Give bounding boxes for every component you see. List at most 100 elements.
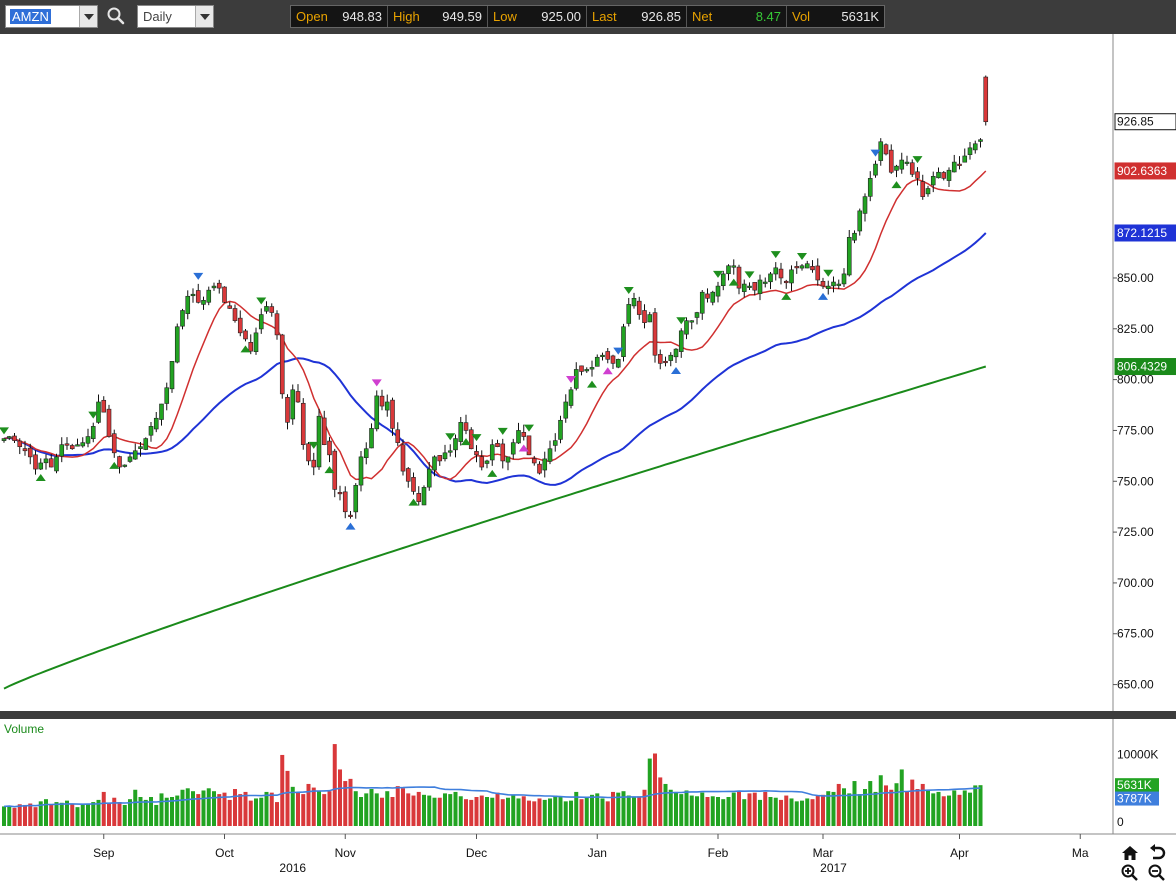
volume-bar	[138, 797, 143, 826]
home-icon[interactable]	[1120, 843, 1140, 863]
candle-body	[521, 432, 527, 437]
candle-body	[794, 266, 800, 269]
price-tick-label: 825.00	[1117, 322, 1154, 336]
candle-body	[510, 442, 516, 455]
volume-value-label-box	[1115, 791, 1159, 806]
price-value-label-box	[1114, 162, 1176, 180]
candle-body	[195, 290, 201, 303]
volume-bar	[432, 797, 437, 826]
candle-body	[159, 403, 164, 420]
candle-body	[59, 444, 65, 457]
volume-bar	[642, 789, 647, 826]
volume-bar	[511, 794, 516, 826]
candle-body	[468, 429, 474, 450]
candle-body	[516, 430, 521, 444]
candle-body	[201, 300, 206, 305]
candle-body	[138, 446, 143, 449]
signal-marker-up	[818, 292, 828, 300]
quote-net: Net 8.47	[687, 6, 787, 27]
candle-body	[348, 514, 353, 517]
candle-body	[552, 440, 558, 446]
volume-bar	[532, 801, 537, 826]
volume-bar	[621, 791, 626, 826]
month-tick-label: Sep	[93, 846, 115, 860]
candle-body	[558, 419, 563, 440]
volume-bar	[684, 790, 689, 826]
volume-bar	[857, 794, 862, 826]
candle-body	[442, 452, 448, 460]
search-icon[interactable]	[106, 6, 126, 26]
volume-bar	[65, 800, 69, 826]
candle-body	[127, 456, 133, 462]
volume-bar	[374, 793, 379, 826]
period-dropdown-button[interactable]	[195, 6, 213, 27]
candle-body	[453, 438, 458, 451]
candle-body	[936, 171, 941, 179]
candle-body	[384, 401, 390, 411]
volume-bar	[595, 793, 600, 826]
volume-bar	[201, 790, 206, 826]
volume-bar	[159, 793, 164, 826]
price-value-label-box	[1114, 358, 1176, 376]
volume-bar	[23, 804, 27, 826]
signal-marker-down	[308, 441, 319, 449]
quote-vol-value: 5631K	[841, 9, 879, 24]
candle-body	[316, 415, 322, 468]
candle-body	[90, 426, 96, 439]
volume-bar	[33, 807, 38, 826]
candle-body	[12, 435, 17, 441]
pane-divider[interactable]	[0, 711, 1176, 719]
volume-bar	[44, 799, 48, 826]
candle-body	[6, 436, 12, 439]
signal-marker-down	[713, 270, 723, 278]
volume-bar	[264, 791, 269, 826]
price-tick-label: 800.00	[1117, 373, 1154, 387]
volume-bar	[322, 794, 327, 826]
candle-body	[484, 460, 490, 464]
candle-body	[232, 308, 238, 321]
volume-bar	[868, 781, 873, 826]
volume-bar	[737, 790, 741, 826]
volume-bar	[233, 789, 237, 826]
volume-bar	[647, 758, 652, 826]
price-chart[interactable]: 650.00 675.00 700.00 725.00 750.00 775.00 800.…	[0, 34, 1176, 883]
candle-body	[841, 273, 847, 285]
volume-bar	[474, 797, 479, 826]
volume-bar	[894, 783, 899, 826]
candle-body	[542, 458, 548, 471]
candle-body	[421, 487, 427, 506]
symbol-input[interactable]: AMZN	[5, 5, 98, 28]
candle-body	[678, 330, 684, 352]
candle-body	[652, 312, 658, 356]
signal-marker-down	[445, 433, 456, 441]
undo-icon[interactable]	[1147, 843, 1167, 863]
signal-marker-down	[797, 253, 807, 261]
volume-bar	[464, 799, 468, 826]
volume-bar	[164, 797, 169, 826]
candle-body	[731, 265, 737, 268]
volume-bar	[584, 797, 589, 826]
volume-bar	[873, 791, 878, 826]
candle-body	[80, 442, 86, 447]
period-select[interactable]: Daily	[137, 5, 214, 28]
volume-bar	[301, 794, 306, 826]
zoom-out-icon[interactable]	[1147, 863, 1167, 883]
candle-body	[64, 443, 70, 446]
signal-marker-up	[324, 466, 335, 474]
volume-bar	[747, 793, 752, 826]
candle-body	[615, 358, 621, 368]
candle-body	[773, 267, 779, 275]
candle-body	[258, 314, 264, 330]
volume-bar	[338, 769, 342, 826]
volume-bar	[437, 797, 442, 826]
candle-body	[747, 285, 752, 288]
candle-body	[358, 456, 364, 486]
candle-body	[684, 320, 689, 335]
quote-open-label: Open	[296, 9, 328, 24]
price-value-label: 872.1215	[1117, 226, 1167, 240]
candle-body	[715, 285, 721, 297]
volume-bar	[2, 806, 6, 826]
quote-last-label: Last	[592, 9, 617, 24]
symbol-dropdown-button[interactable]	[79, 6, 97, 27]
zoom-in-icon[interactable]	[1120, 863, 1140, 883]
